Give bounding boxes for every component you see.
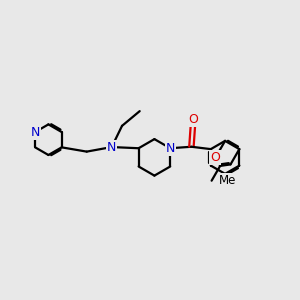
Text: N: N — [107, 141, 116, 154]
Text: O: O — [210, 151, 220, 164]
Text: Me: Me — [219, 174, 236, 187]
Text: N: N — [31, 125, 40, 139]
Text: O: O — [188, 113, 198, 126]
Text: N: N — [166, 142, 175, 155]
